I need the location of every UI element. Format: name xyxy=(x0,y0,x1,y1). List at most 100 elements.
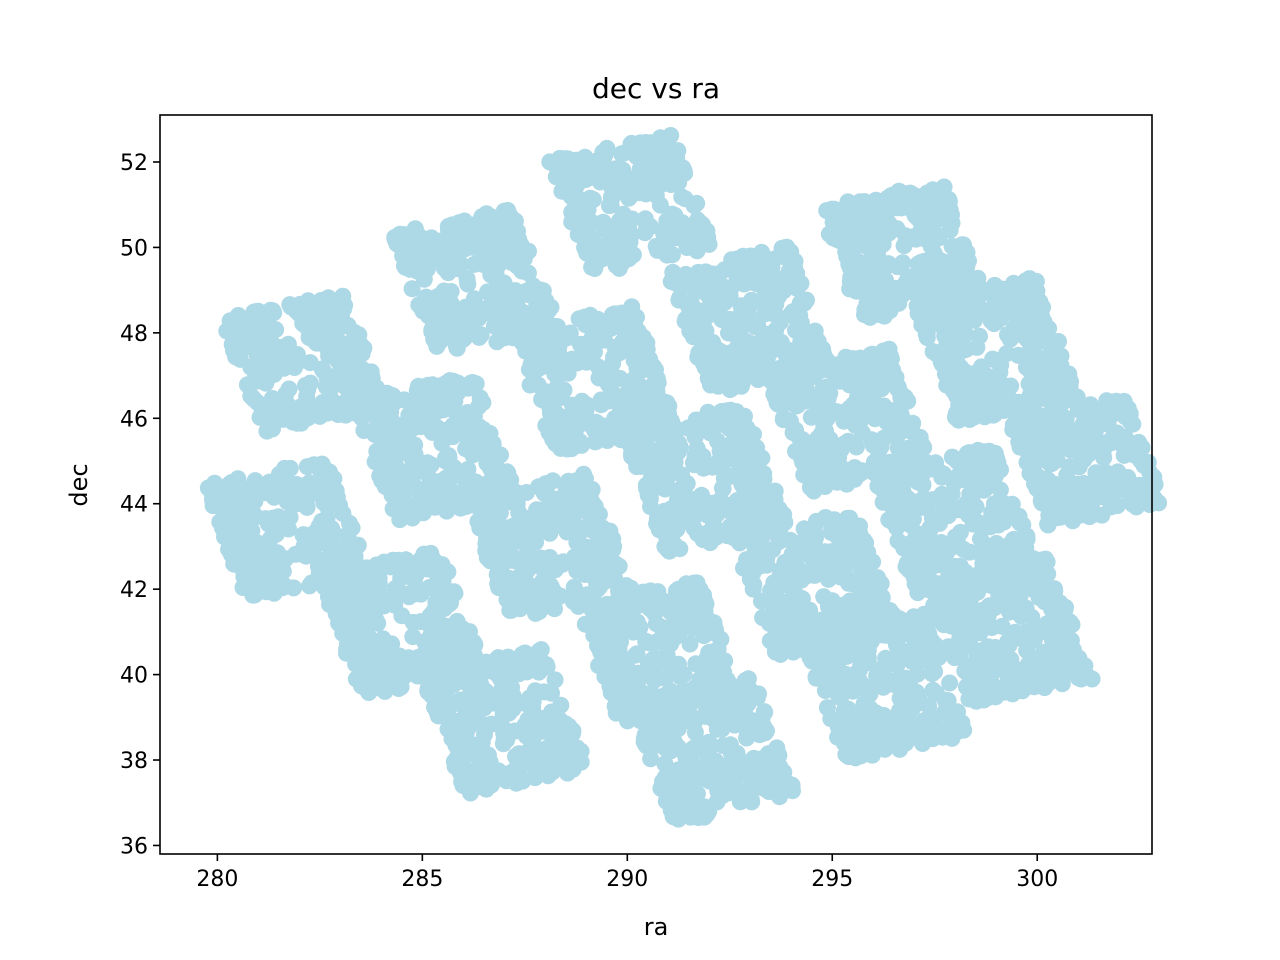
scatter-point xyxy=(535,485,553,502)
scatter-point xyxy=(573,209,591,226)
scatter-point xyxy=(778,613,796,631)
scatter-point xyxy=(504,700,522,718)
scatter-point xyxy=(840,255,858,273)
scatter-point xyxy=(907,227,925,245)
scatter-point xyxy=(598,529,616,547)
scatter-point xyxy=(421,579,439,596)
scatter-point xyxy=(601,546,619,564)
scatter-point xyxy=(584,564,602,582)
scatter-point xyxy=(992,292,1010,310)
scatter-point xyxy=(559,364,577,382)
scatter-point xyxy=(728,492,746,509)
scatter-point xyxy=(654,426,672,444)
scatter-point xyxy=(589,252,607,270)
scatter-point xyxy=(709,432,726,450)
scatter-point xyxy=(524,581,542,599)
scatter-point xyxy=(699,228,717,246)
scatter-point xyxy=(745,749,763,767)
scatter-point xyxy=(961,411,979,428)
scatter-point xyxy=(921,296,938,314)
scatter-point xyxy=(602,379,620,397)
scatter-point xyxy=(1123,478,1141,496)
scatter-point xyxy=(483,715,500,733)
scatter-point xyxy=(792,589,810,607)
scatter-point xyxy=(596,331,613,349)
scatter-point xyxy=(838,509,856,527)
scatter-point xyxy=(892,406,910,424)
scatter-point xyxy=(930,554,948,572)
scatter-point xyxy=(669,705,687,723)
scatter-point xyxy=(681,635,699,653)
scatter-point xyxy=(385,475,403,493)
scatter-point xyxy=(365,613,382,631)
scatter-point xyxy=(936,341,954,359)
scatter-point xyxy=(227,490,245,508)
scatter-point xyxy=(569,503,586,521)
scatter-point xyxy=(683,686,701,703)
scatter-point xyxy=(562,518,579,536)
scatter-point xyxy=(577,240,595,258)
scatter-point xyxy=(252,556,269,574)
scatter-point xyxy=(837,371,855,389)
scatter-point xyxy=(673,466,691,484)
scatter-point xyxy=(506,722,524,740)
scatter-point xyxy=(839,541,856,559)
scatter-point xyxy=(1037,361,1054,379)
scatter-point xyxy=(628,141,646,159)
scatter-point xyxy=(412,418,430,436)
scatter-point xyxy=(1023,392,1041,410)
scatter-point xyxy=(731,435,749,453)
scatter-point xyxy=(657,792,675,810)
chart-title: dec vs ra xyxy=(592,72,720,105)
scatter-point xyxy=(542,578,560,596)
scatter-point xyxy=(663,525,681,542)
scatter-point xyxy=(468,698,486,716)
scatter-point xyxy=(654,773,671,791)
scatter-point xyxy=(1097,464,1115,482)
scatter-point xyxy=(297,547,315,565)
scatter-point xyxy=(446,640,464,658)
scatter-point xyxy=(963,490,981,508)
scatter-point xyxy=(462,424,480,442)
scatter-point xyxy=(316,578,333,596)
scatter-point xyxy=(408,262,426,280)
scatter-point xyxy=(806,334,824,352)
scatter-point xyxy=(565,548,583,566)
scatter-point xyxy=(875,463,893,480)
scatter-point xyxy=(494,770,512,787)
scatter-point xyxy=(436,234,454,252)
scatter-point xyxy=(535,744,553,762)
scatter-point xyxy=(895,460,913,478)
scatter-point xyxy=(477,653,495,671)
scatter-point xyxy=(362,363,380,381)
scatter-point xyxy=(220,523,238,541)
scatter-point xyxy=(381,412,399,430)
scatter-point xyxy=(757,545,775,563)
scatter-point xyxy=(650,521,668,539)
scatter-point xyxy=(665,733,683,751)
scatter-point xyxy=(1012,428,1030,446)
scatter-point xyxy=(737,261,755,278)
scatter-point xyxy=(420,292,438,310)
scatter-point xyxy=(706,418,724,436)
scatter-point xyxy=(1028,478,1046,496)
scatter-point xyxy=(264,420,281,438)
scatter-point xyxy=(658,645,676,663)
scatter-point xyxy=(704,690,722,708)
scatter-point xyxy=(988,500,1006,518)
scatter-point xyxy=(461,316,479,334)
scatter-point xyxy=(607,621,625,639)
scatter-point xyxy=(769,395,787,413)
scatter-point xyxy=(695,459,712,477)
scatter-point xyxy=(370,453,388,471)
scatter-point xyxy=(969,441,987,459)
scatter-point xyxy=(636,726,654,743)
scatter-point xyxy=(706,619,724,637)
scatter-point xyxy=(671,274,689,292)
scatter-point xyxy=(441,328,459,346)
scatter-point xyxy=(318,509,336,527)
scatter-point xyxy=(995,513,1013,531)
scatter-point xyxy=(700,802,718,820)
scatter-point xyxy=(353,345,371,363)
scatter-point xyxy=(507,748,524,765)
